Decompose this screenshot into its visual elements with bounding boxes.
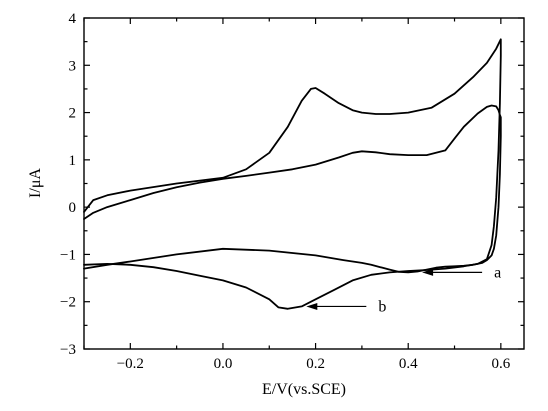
y-tick-label: −3 xyxy=(60,342,76,358)
y-tick-label: −2 xyxy=(60,295,76,311)
x-tick-label: 0.2 xyxy=(306,356,325,372)
annotation-label-a: a xyxy=(494,264,501,281)
axis-tick-labels: −0.2 0.0 0.2 0.4 0.6 4 3 2 1 0 −1 −2 −3 xyxy=(60,11,511,372)
x-tick-label: −0.2 xyxy=(117,356,144,372)
x-axis-label: E/V(vs.SCE) xyxy=(262,381,346,398)
series-b-curve xyxy=(83,38,502,310)
y-axis-label: I/μA xyxy=(27,168,44,198)
y-tick-label: 3 xyxy=(69,58,77,74)
series-a-curve xyxy=(83,104,502,274)
y-tick-label: 2 xyxy=(69,106,77,122)
annotation-arrowhead-a xyxy=(422,268,434,276)
y-tick-label: −1 xyxy=(60,247,76,263)
x-tick-label: 0.0 xyxy=(214,356,233,372)
y-tick-label: 4 xyxy=(69,11,77,27)
series-curves xyxy=(83,38,502,310)
axis-ticks xyxy=(83,17,524,350)
x-tick-label: 0.6 xyxy=(491,356,510,372)
plot-frame xyxy=(83,17,525,350)
y-tick-label: 1 xyxy=(69,153,77,169)
annotation-label-b: b xyxy=(378,298,386,315)
annotation-arrowhead-b xyxy=(306,302,318,310)
x-tick-label: 0.4 xyxy=(399,356,418,372)
curve-annotations: ab xyxy=(306,264,501,315)
y-tick-label: 0 xyxy=(69,200,77,216)
